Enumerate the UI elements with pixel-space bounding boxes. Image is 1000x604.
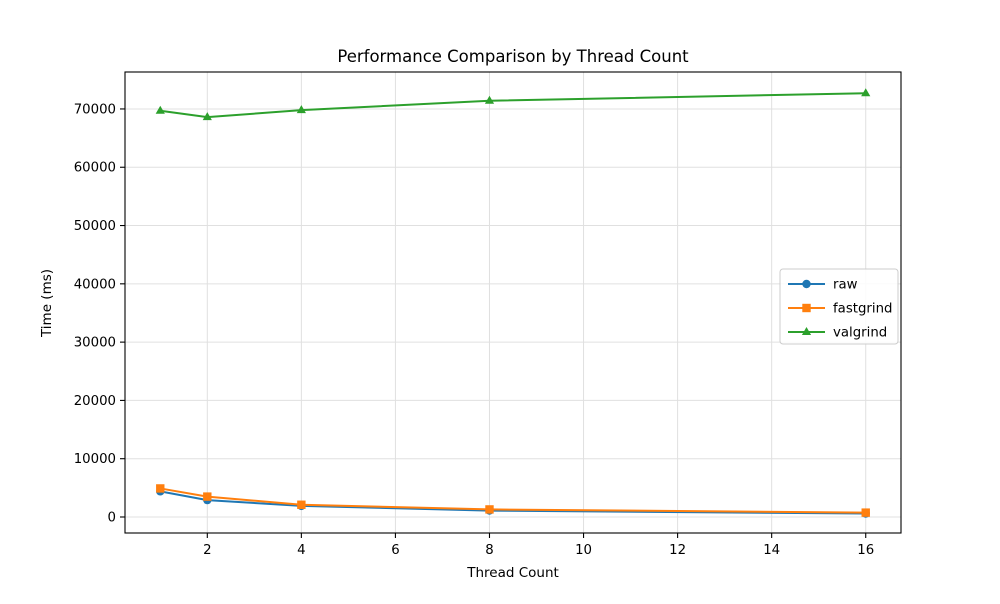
axes	[120, 71, 902, 538]
data-point-fastgrind	[861, 508, 870, 517]
data-point-valgrind	[861, 88, 871, 97]
x-tick-label: 6	[391, 543, 399, 558]
data-point-valgrind	[202, 112, 212, 121]
x-tick-label: 14	[763, 543, 780, 558]
y-tick-label: 10000	[74, 452, 116, 467]
legend-item-valgrind: valgrind	[788, 326, 887, 341]
y-axis-label: Time (ms)	[39, 269, 55, 338]
data-point-valgrind	[296, 105, 306, 114]
y-tick-label: 50000	[74, 219, 116, 234]
y-tick-label: 40000	[74, 277, 116, 292]
legend-label-valgrind: valgrind	[833, 326, 887, 341]
tick-labels: 2 4 6 8 10 12 14 16 0 10000 20000 30000 40000 50000 60…	[74, 102, 875, 558]
series-valgrind	[155, 88, 871, 121]
y-tick-label: 0	[108, 510, 116, 525]
legend-item-fastgrind: fastgrind	[788, 302, 892, 317]
y-tick-label: 70000	[74, 102, 116, 117]
legend-marker-fastgrind	[802, 303, 811, 313]
chart-title: Performance Comparison by Thread Count	[337, 47, 689, 66]
y-tick-label: 60000	[74, 161, 116, 176]
plot-border	[124, 71, 902, 534]
data-point-fastgrind	[485, 505, 494, 514]
y-tick-label: 30000	[74, 336, 116, 351]
legend-item-raw: raw	[788, 278, 858, 293]
legend: raw fastgrind valgrind	[779, 268, 899, 345]
y-tick-label: 20000	[74, 394, 116, 409]
series-line-fastgrind	[159, 487, 867, 514]
data-point-fastgrind	[297, 500, 306, 509]
legend-marker-valgrind	[801, 327, 812, 335]
legend-label-raw: raw	[833, 278, 858, 293]
legend-box	[779, 268, 899, 345]
x-tick-label: 12	[669, 543, 686, 558]
series-fastgrind	[156, 484, 870, 517]
grid	[125, 72, 901, 533]
x-tick-label: 4	[297, 543, 305, 558]
data-point-valgrind	[484, 95, 495, 104]
legend-marker-raw	[802, 279, 811, 289]
x-tick-label: 10	[575, 543, 592, 558]
series	[155, 88, 871, 518]
x-tick-label: 2	[203, 543, 211, 558]
data-point-fastgrind	[203, 492, 212, 501]
x-tick-label: 8	[485, 543, 493, 558]
series-line-valgrind	[159, 92, 867, 119]
x-tick-label: 16	[857, 543, 874, 558]
x-axis-label: Thread Count	[466, 565, 559, 581]
data-point-valgrind	[155, 105, 165, 114]
data-point-fastgrind	[156, 484, 165, 493]
legend-label-fastgrind: fastgrind	[833, 302, 892, 317]
